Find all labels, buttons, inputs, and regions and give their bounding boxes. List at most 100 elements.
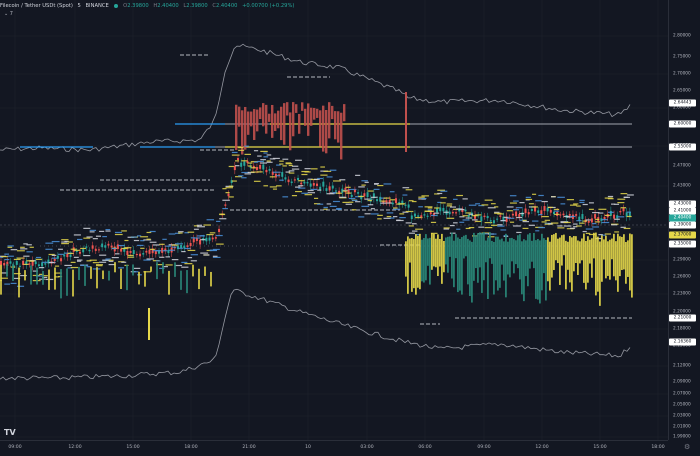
liquidity-dash	[617, 216, 625, 218]
volume-band-bar	[66, 268, 68, 296]
liquidity-dash	[500, 229, 507, 231]
volume-band-bar	[144, 271, 146, 287]
price-chart-plot[interactable]	[0, 0, 668, 440]
profile-bar	[301, 102, 304, 111]
gear-icon[interactable]: ⚙	[684, 443, 691, 451]
liquidity-dash	[307, 189, 314, 192]
interval-label[interactable]: 5	[77, 3, 81, 9]
liquidity-dash	[513, 209, 520, 211]
liquidity-dash	[206, 234, 214, 236]
liquidity-dash	[250, 167, 259, 169]
candle-body	[423, 214, 426, 216]
candle-body	[625, 212, 628, 217]
liquidity-dash	[614, 218, 620, 220]
liquidity-dash	[285, 162, 292, 164]
candle-body	[34, 261, 37, 265]
upper-envelope-line	[0, 43, 631, 153]
liquidity-dash	[601, 221, 610, 224]
liquidity-dash	[178, 247, 184, 249]
price-axis[interactable]: 2.80000 2.75000 2.70000 2.65000 2.60000 2.550…	[668, 0, 700, 440]
time-tick-label: 12:00	[535, 445, 549, 450]
liquidity-dash	[345, 186, 351, 188]
candle-body	[395, 198, 397, 204]
liquidity-dash	[105, 230, 111, 232]
liquidity-dash	[361, 180, 368, 182]
time-axis[interactable]: 09:00 12:00 15:00 18:00 21:00 10 03:00 06:00 09:…	[0, 440, 668, 456]
liquidity-dash	[579, 201, 585, 204]
candle-body	[306, 182, 309, 184]
liquidity-dash	[519, 212, 525, 215]
liquidity-dash	[184, 232, 189, 234]
liquidity-dash	[563, 215, 570, 218]
liquidity-dash	[588, 208, 594, 210]
candle-body	[316, 183, 318, 186]
volume-band-bar	[511, 237, 513, 262]
liquidity-dash	[193, 237, 200, 239]
candle-body	[524, 208, 527, 214]
liquidity-dash	[446, 203, 453, 205]
liquidity-dash	[4, 283, 11, 285]
liquidity-dash	[614, 203, 620, 205]
liquidity-dash	[411, 223, 417, 225]
candle-body	[129, 251, 132, 253]
volume-band-bar	[611, 238, 613, 260]
candle-body	[347, 189, 350, 194]
liquidity-dash	[437, 201, 442, 204]
liquidity-dash	[137, 235, 142, 237]
liquidity-dash	[143, 271, 152, 273]
liquidity-dash	[197, 226, 205, 228]
liquidity-dash	[193, 228, 199, 230]
liquidity-dash	[516, 207, 523, 209]
candle-body	[158, 251, 160, 254]
liquidity-dash	[487, 233, 494, 235]
candle-body	[448, 211, 451, 215]
liquidity-dash	[399, 217, 406, 219]
liquidity-dash	[16, 250, 25, 252]
liquidity-dash	[494, 212, 502, 214]
indicator-toggle-button[interactable]: ⌄ 7	[4, 11, 13, 17]
liquidity-dash	[389, 199, 397, 201]
liquidity-dash	[364, 181, 369, 183]
liquidity-dash	[449, 224, 455, 227]
time-tick-label: 09:00	[477, 445, 491, 450]
liquidity-dash	[42, 261, 48, 263]
liquidity-dash	[554, 210, 560, 212]
symbol-name[interactable]: Filecoin / Tether USDt (Spot)	[0, 3, 73, 9]
liquidity-dash	[16, 285, 25, 287]
candle-body	[164, 248, 167, 251]
liquidity-dash	[519, 202, 525, 204]
volume-band-bar	[569, 235, 571, 283]
price-tick-label: 2.29000	[673, 257, 691, 263]
liquidity-dash	[26, 244, 32, 246]
candle-body	[243, 161, 246, 166]
liquidity-dash	[453, 222, 458, 224]
candle-body	[297, 177, 300, 181]
liquidity-dash	[114, 233, 123, 236]
volume-band-bar	[36, 267, 38, 285]
liquidity-dash	[133, 239, 140, 242]
liquidity-dash	[481, 232, 490, 234]
liquidity-dash	[238, 147, 243, 149]
liquidity-dash	[339, 179, 346, 181]
liquidity-dash	[149, 241, 157, 243]
candle-body	[31, 260, 34, 266]
liquidity-dash	[29, 260, 35, 262]
liquidity-dash	[465, 217, 473, 219]
profile-bar	[286, 102, 289, 116]
liquidity-dash	[235, 165, 240, 167]
candle-body	[376, 199, 379, 202]
volume-band-bar	[126, 264, 128, 291]
liquidity-dash	[462, 198, 468, 200]
liquidity-dash	[0, 256, 4, 258]
liquidity-dash	[541, 216, 549, 218]
liquidity-dash	[437, 189, 446, 191]
liquidity-dash	[481, 233, 489, 235]
liquidity-dash	[358, 186, 365, 188]
liquidity-dash	[200, 235, 205, 237]
liquidity-dash	[317, 203, 324, 205]
candle-body	[480, 216, 483, 222]
liquidity-dash	[184, 247, 191, 250]
liquidity-dash	[348, 188, 357, 191]
candle-body	[139, 253, 142, 257]
